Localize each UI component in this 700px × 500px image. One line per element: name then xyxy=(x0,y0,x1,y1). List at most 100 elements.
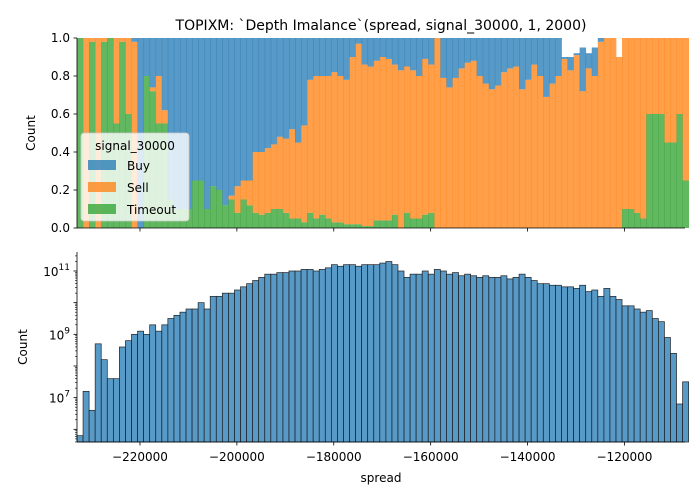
bar-timeout xyxy=(622,209,629,228)
bar-buy xyxy=(325,38,332,76)
bar-buy xyxy=(240,38,247,181)
legend-entry-sell: Sell xyxy=(127,181,149,195)
bar-sell xyxy=(391,64,399,215)
bar-buy xyxy=(355,38,363,44)
bar-timeout xyxy=(240,199,247,228)
x-tick-label: −200000 xyxy=(209,450,265,464)
histogram-bar xyxy=(125,340,132,443)
histogram-bar xyxy=(312,270,320,443)
histogram-bar xyxy=(621,305,629,443)
bar-buy xyxy=(155,38,163,76)
histogram-bar xyxy=(482,275,490,443)
legend-box xyxy=(80,132,190,222)
y-tick-label: 0.2 xyxy=(51,183,70,197)
bar-sell xyxy=(676,38,683,114)
histogram-bar xyxy=(337,265,344,443)
bar-sell xyxy=(591,76,599,228)
histogram-bar xyxy=(361,264,369,443)
bar-sell xyxy=(119,38,126,42)
bar-buy xyxy=(591,47,599,76)
bar-timeout xyxy=(682,180,690,228)
histogram-bar xyxy=(530,280,538,443)
bar-buy xyxy=(537,38,544,76)
bar-buy xyxy=(410,38,417,71)
bar-sell xyxy=(555,76,562,228)
bar-timeout xyxy=(258,214,266,228)
histogram-bar xyxy=(470,275,478,443)
bar-timeout xyxy=(234,212,241,228)
legend-entry-timeout: Timeout xyxy=(126,203,176,217)
stacked-bars xyxy=(77,38,690,229)
legend-entry-buy: Buy xyxy=(127,159,150,173)
histogram-bar xyxy=(627,305,635,443)
bar-timeout xyxy=(198,180,205,228)
bar-sell xyxy=(349,57,356,225)
bar-timeout xyxy=(282,212,290,228)
histogram-bar xyxy=(585,291,593,443)
histogram-bar xyxy=(494,276,502,443)
histogram-bar xyxy=(106,378,114,443)
bar-timeout xyxy=(670,142,677,228)
bar-buy xyxy=(143,38,151,76)
bar-timeout xyxy=(416,218,423,228)
bar-sell xyxy=(464,62,472,229)
bar-timeout xyxy=(664,142,671,228)
bar-sell xyxy=(404,66,411,213)
bar-timeout xyxy=(246,205,254,228)
histogram-bar xyxy=(573,288,580,443)
histogram-bar xyxy=(288,270,296,443)
histogram-bar xyxy=(100,359,108,443)
bar-sell xyxy=(458,68,465,229)
bar-sell xyxy=(228,195,235,200)
bar-sell xyxy=(670,38,677,143)
bar-timeout xyxy=(210,186,217,228)
histogram-bar xyxy=(131,333,138,443)
bar-timeout xyxy=(410,218,417,228)
histogram-bar xyxy=(439,270,447,443)
histogram-bar xyxy=(155,330,163,443)
bar-timeout xyxy=(331,222,338,228)
histogram-bar xyxy=(639,311,647,443)
bar-buy xyxy=(391,38,399,65)
histogram-bar xyxy=(276,272,284,443)
y-tick-label: 1011 xyxy=(43,263,70,279)
bar-buy xyxy=(228,38,235,196)
bar-sell xyxy=(155,76,163,124)
bar-timeout xyxy=(325,218,332,228)
legend-swatch-sell xyxy=(88,182,116,192)
histogram-bar xyxy=(682,381,689,443)
histogram-bar xyxy=(88,409,96,443)
histogram-bar xyxy=(137,330,144,443)
histogram-bar xyxy=(209,295,217,443)
bar-buy xyxy=(252,38,260,152)
chart-title: TOPIXM: `Depth Imalance`(spread, signal_… xyxy=(175,18,587,34)
bar-buy xyxy=(337,38,344,76)
histogram-bar xyxy=(330,264,338,443)
histogram-bar xyxy=(355,265,362,443)
bar-sell xyxy=(476,76,484,228)
bar-buy xyxy=(428,38,435,65)
bar-sell xyxy=(288,129,296,219)
bar-timeout xyxy=(222,205,229,228)
bar-buy xyxy=(482,38,490,84)
histogram-bar xyxy=(433,269,441,443)
bar-sell xyxy=(276,136,284,209)
histogram-bar xyxy=(191,308,199,443)
histogram-bar xyxy=(76,435,84,443)
histogram-bar xyxy=(391,264,399,443)
histogram-bar xyxy=(324,267,332,443)
bar-buy xyxy=(506,38,514,69)
bar-timeout xyxy=(391,214,399,228)
bar-sell xyxy=(531,64,538,228)
bar-sell xyxy=(513,66,520,228)
bar-buy xyxy=(561,57,568,59)
bar-sell xyxy=(416,76,423,219)
bar-buy xyxy=(246,38,254,181)
bar-buy xyxy=(397,38,405,71)
bar-buy xyxy=(458,38,465,69)
bar-sell xyxy=(597,41,605,228)
histogram-bar xyxy=(221,292,229,443)
bar-sell xyxy=(682,38,690,181)
bar-sell xyxy=(609,38,617,228)
bar-sell xyxy=(89,38,96,42)
